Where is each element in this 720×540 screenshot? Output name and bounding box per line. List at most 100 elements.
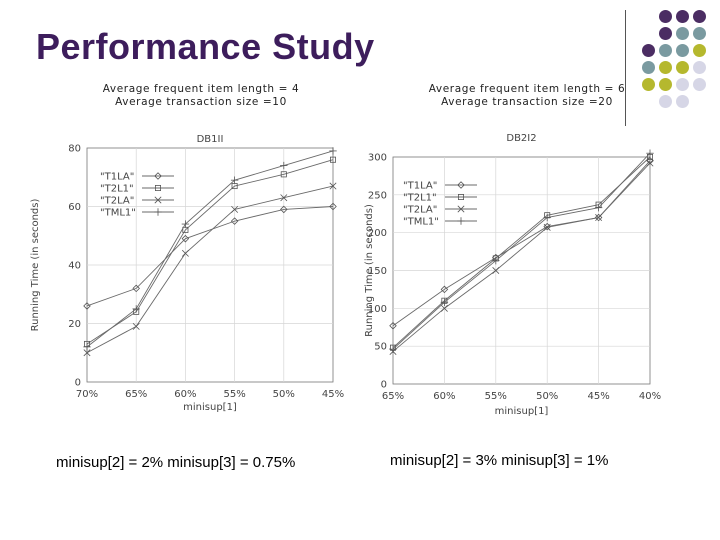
- data-point-marker: [132, 284, 140, 293]
- legend-label: "T2L1": [403, 193, 437, 204]
- x-tick-label: 60%: [433, 391, 455, 402]
- x-tick-label: 55%: [223, 389, 245, 400]
- data-point-marker: [280, 205, 288, 214]
- data-point-marker: [457, 193, 464, 200]
- right-caption: minisup[2] = 3% minisup[3] = 1%: [390, 452, 609, 469]
- data-point-marker: [83, 302, 91, 310]
- decor-dot: [676, 78, 689, 91]
- legend-label: "T1LA": [403, 181, 437, 192]
- data-point-marker: [181, 220, 190, 228]
- left-note-line-2: Average transaction size =10: [115, 96, 287, 108]
- decor-dot: [693, 44, 706, 57]
- series-tml1: [83, 147, 337, 351]
- x-tick-label: 50%: [273, 389, 295, 400]
- series-line: [392, 156, 651, 349]
- decor-dot: [676, 10, 689, 23]
- x-axis-label: minisup[1]: [183, 402, 237, 413]
- data-point-marker: [457, 217, 465, 225]
- x-tick-label: 45%: [322, 389, 344, 400]
- data-point-marker: [543, 223, 551, 231]
- data-point-marker: [154, 184, 161, 191]
- x-tick-label: 70%: [76, 389, 98, 400]
- right-note-line-2: Average transaction size =20: [441, 96, 613, 108]
- legend-label: "TML1": [100, 208, 136, 219]
- data-point-marker: [646, 149, 654, 157]
- legend-label: "T2LA": [403, 205, 437, 216]
- data-point-marker: [280, 161, 288, 170]
- decor-dot: [659, 78, 672, 91]
- series-line: [86, 159, 334, 345]
- right-chart-note: Average frequent item length = 6 Average…: [412, 83, 642, 109]
- decor-dot: [659, 61, 672, 74]
- y-axis-label: Running Time (in seconds): [364, 204, 375, 337]
- decor-dot: [693, 10, 706, 23]
- data-point-marker: [389, 321, 397, 330]
- data-point-marker: [280, 171, 287, 178]
- data-point-marker: [457, 181, 465, 189]
- decor-dot: [659, 27, 672, 40]
- data-point-marker: [440, 298, 449, 306]
- decor-dot: [676, 27, 689, 40]
- slide-title: Performance Study: [36, 26, 375, 67]
- data-point-marker: [132, 305, 140, 313]
- legend: "T1LA""T2L1""T2LA""TML1": [100, 172, 174, 219]
- data-point-marker: [154, 208, 162, 216]
- data-point-marker: [329, 156, 336, 163]
- y-tick-label: 0: [381, 380, 387, 391]
- decor-dot: [642, 61, 655, 74]
- decor-dot: [693, 27, 706, 40]
- data-point-marker: [594, 213, 603, 222]
- y-tick-label: 250: [368, 190, 387, 201]
- data-point-marker: [389, 345, 397, 353]
- x-tick-label: 65%: [382, 391, 404, 402]
- chart-title: DB2I2: [506, 133, 536, 144]
- data-point-marker: [594, 203, 603, 212]
- data-point-marker: [154, 196, 162, 204]
- series-line: [392, 152, 651, 350]
- data-point-marker: [132, 322, 140, 330]
- data-point-marker: [440, 304, 448, 312]
- data-point-marker: [329, 147, 337, 155]
- y-tick-label: 20: [68, 319, 81, 330]
- x-tick-label: 40%: [639, 391, 661, 402]
- left-note-line-1: Average frequent item length = 4: [102, 83, 300, 95]
- y-tick-label: 60: [68, 202, 81, 213]
- y-tick-label: 80: [68, 144, 81, 155]
- y-tick-label: 200: [368, 228, 387, 239]
- data-point-marker: [329, 202, 337, 211]
- data-point-marker: [83, 343, 91, 351]
- decor-dot: [659, 95, 672, 108]
- legend: "T1LA""T2L1""T2LA""TML1": [403, 181, 477, 228]
- data-point-marker: [280, 194, 288, 202]
- data-point-marker: [646, 159, 654, 167]
- data-point-marker: [230, 217, 239, 225]
- decor-dot: [659, 10, 672, 23]
- data-point-marker: [231, 205, 239, 213]
- series-line: [86, 150, 334, 348]
- data-point-marker: [492, 256, 500, 265]
- right-note-line-1: Average frequent item length = 6: [428, 83, 626, 95]
- divider-line: [625, 10, 626, 126]
- y-tick-label: 100: [368, 304, 387, 315]
- y-tick-label: 300: [368, 153, 387, 164]
- chart-title: DB1II: [197, 134, 224, 145]
- x-axis-label: minisup[1]: [495, 406, 549, 417]
- decor-dot: [693, 61, 706, 74]
- y-tick-label: 40: [68, 261, 81, 272]
- y-tick-label: 0: [75, 378, 81, 389]
- x-tick-label: 50%: [536, 391, 558, 402]
- series-line: [392, 162, 651, 352]
- decor-dot: [642, 78, 655, 91]
- decor-dot: [642, 44, 655, 57]
- data-point-marker: [181, 249, 189, 257]
- x-tick-label: 60%: [174, 389, 196, 400]
- data-point-marker: [154, 172, 162, 180]
- data-point-marker: [329, 182, 337, 190]
- y-axis-label: Running Time (in seconds): [30, 199, 41, 332]
- legend-label: "T2L1": [100, 184, 134, 195]
- decor-dot: [676, 44, 689, 57]
- x-tick-label: 65%: [125, 389, 147, 400]
- legend-label: "TML1": [403, 217, 439, 228]
